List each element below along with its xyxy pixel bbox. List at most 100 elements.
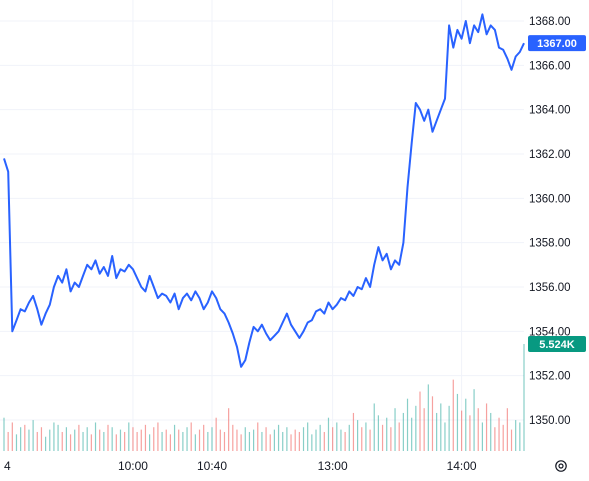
volume-bar [315,429,317,451]
settings-gear-icon[interactable] [555,460,567,472]
volume-bar [494,427,496,451]
volume-bar [74,429,76,451]
volume-bar [190,422,192,451]
volume-bar [186,427,188,451]
x-tick-label: 10:40 [197,459,227,473]
volume-bar [261,431,263,451]
y-tick-label: 1358.00 [529,238,571,250]
volume-bar [140,429,142,451]
volume-bar [398,422,400,451]
volume-bar [477,408,479,451]
volume-bar [173,424,176,451]
volume-bar [415,405,417,451]
volume-bar [165,429,167,451]
volume-bar [386,417,388,451]
volume-bars [3,344,525,451]
volume-bar [361,427,363,451]
volume-bar [411,417,413,451]
volume-bar [144,424,147,451]
volume-bar [286,427,288,451]
volume-bar [277,424,280,451]
x-tick-label: 14:00 [447,459,477,473]
volume-bar [178,429,180,451]
volume-bar [36,431,38,451]
volume-bar [194,434,196,451]
volume-bar [149,434,151,451]
volume-bar [20,427,22,451]
y-tick-label: 1368.00 [529,16,571,28]
volume-bar [223,431,226,451]
volume-bar [253,429,255,451]
volume-bar [419,391,421,451]
x-axis[interactable]: 4 10:00 10:40 13:00 14:00 [4,459,477,473]
volume-bar [128,422,130,451]
volume-bar [365,422,367,451]
x-tick-label: 10:00 [118,459,148,473]
volume-bar [236,429,238,451]
volume-bar [65,427,67,451]
volume-bar [136,431,138,451]
volume-bar [307,422,309,451]
volume-bar [519,422,521,451]
volume-bar [24,424,26,451]
volume-bar [211,427,213,451]
volume-bar [232,424,234,451]
y-tick-label: 1350.00 [529,415,571,427]
volume-bar [107,424,109,451]
volume-bar [49,429,51,451]
volume-bar [336,422,338,451]
volume-bar [311,434,313,451]
volume-bar [99,429,101,451]
volume-bar [498,417,500,451]
y-axis[interactable]: 1350.00 1352.00 1354.00 1356.00 1358.00 1360.… [529,16,571,427]
volume-bar [124,431,126,451]
volume-bar [344,431,346,451]
volume-bar [506,408,508,451]
volume-bar [369,429,371,451]
x-tick-label: 4 [4,459,11,473]
volume-bar [440,403,442,451]
volume-bar [352,412,355,451]
volume-bar [69,434,72,451]
volume-bar [3,417,5,451]
volume-bar [157,422,159,451]
volume-bar [510,429,513,451]
y-tick-label: 1356.00 [529,282,571,294]
volume-bar [302,427,305,451]
volume-bar [90,434,92,451]
volume-bar [32,420,34,451]
volume-bar [215,417,217,451]
volume-bar [357,420,359,451]
volume-bar [473,389,475,451]
volume-bar [515,420,517,451]
volume-bar [340,429,342,451]
last-price-label: 1367.00 [537,38,577,50]
volume-bar [327,417,330,451]
volume-bar [406,398,409,451]
volume-bar [198,429,201,451]
volume-bar [265,427,267,451]
volume-bar [273,429,275,451]
volume-bar [86,427,88,451]
volume-bar [436,412,438,451]
volume-bar [94,422,97,451]
volume-bar [298,431,300,451]
volume-bar [82,431,84,451]
volume-bar [461,410,463,451]
y-tick-label: 1352.00 [529,371,571,383]
volume-bar [390,427,392,451]
volume-bar [269,434,271,451]
volume-bar [427,384,429,451]
volume-bar [485,403,488,451]
volume-bar [465,398,467,451]
grid-lines [0,0,524,451]
volume-bar [7,431,9,451]
volume-bar [481,422,483,451]
volume-bar [61,431,63,451]
volume-bar [448,405,450,451]
volume-bar [290,434,292,451]
volume-bar [203,424,205,451]
volume-bar [40,427,43,451]
